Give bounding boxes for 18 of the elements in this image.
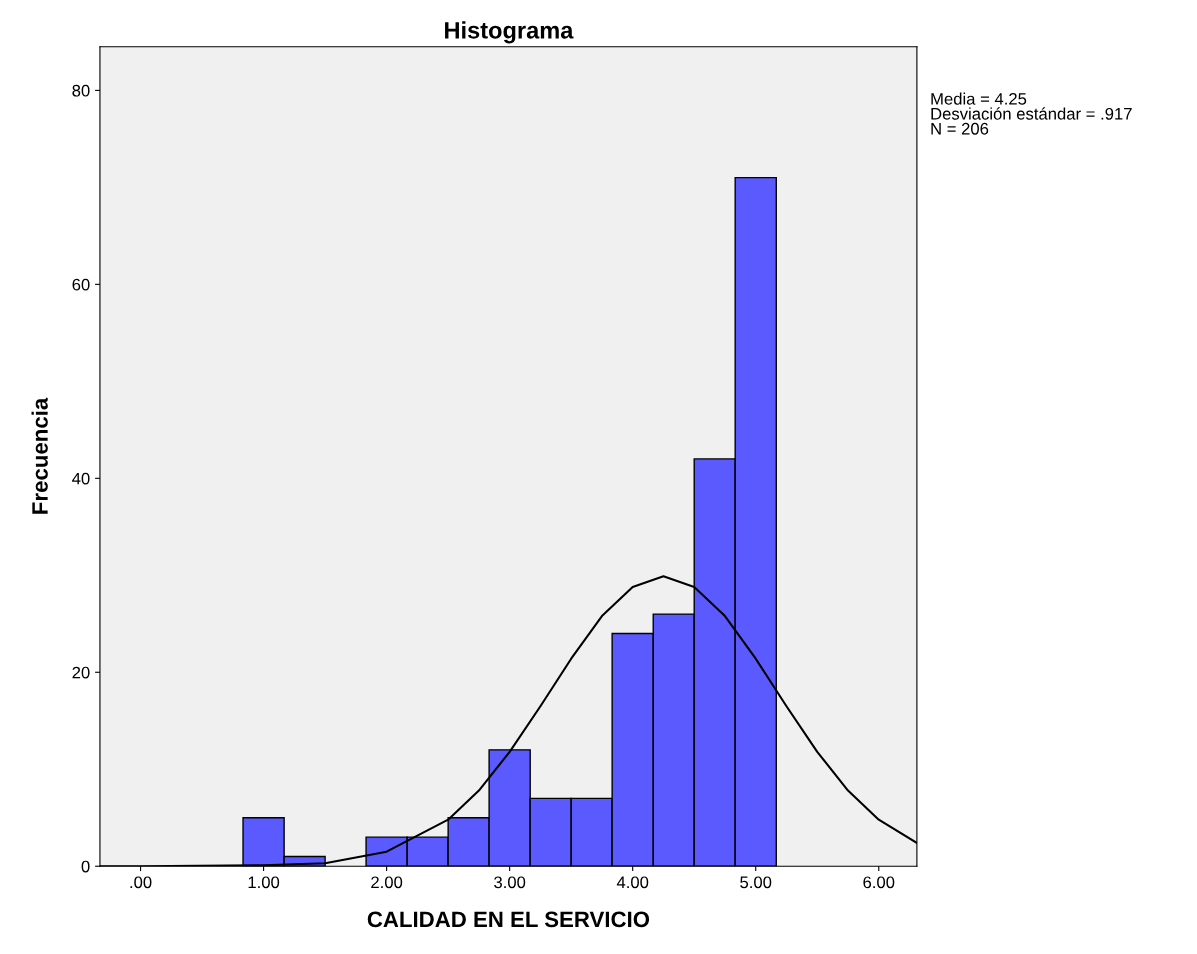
y-tick-label: 80 (72, 84, 90, 97)
x-tick-label: 5.00 (740, 876, 772, 889)
y-tick-label: 60 (72, 278, 90, 291)
x-tick-label: 3.00 (494, 876, 526, 889)
x-axis-title: CALIDAD EN EL SERVICIO (367, 911, 650, 928)
text: Media = 4.25 (931, 92, 1027, 105)
chart-title: Histograma (445, 21, 574, 44)
y-axis-title: Frecuencia (31, 397, 48, 514)
y-tick-label: 40 (72, 472, 90, 485)
x-tick-label: 2.00 (371, 876, 403, 889)
x-tick-label: 4.00 (616, 876, 649, 889)
x-tick-label: 1.00 (248, 876, 280, 889)
x-tick-label: 6.00 (863, 876, 895, 889)
y-tick-label: 0 (81, 860, 90, 873)
y-tick-label: 20 (72, 666, 90, 679)
text: Desviación estándar = .917 (931, 107, 1132, 120)
text: N = 206 (931, 122, 989, 135)
x-tick-label: .00 (130, 876, 152, 889)
